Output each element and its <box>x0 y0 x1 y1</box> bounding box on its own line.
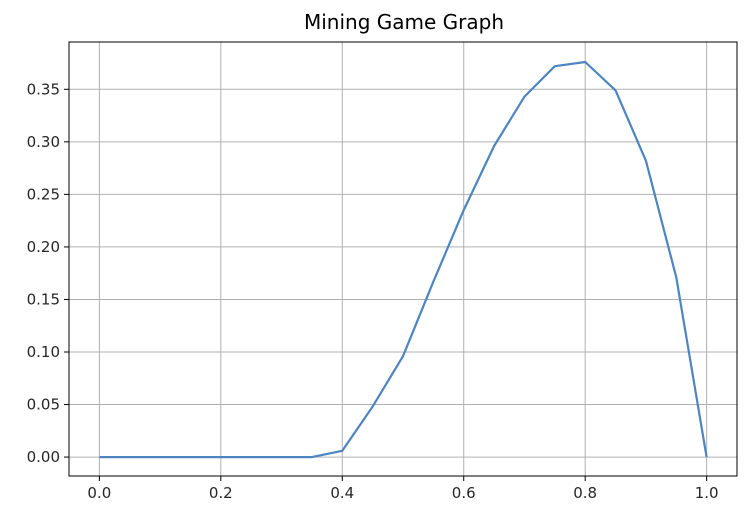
chart-title: Mining Game Graph <box>304 10 504 34</box>
plot-frame <box>68 41 738 477</box>
x-tick-label: 1.0 <box>695 484 719 502</box>
x-axis: 0.0 0.2 0.4 0.6 0.8 1.0 <box>87 476 719 502</box>
series-line <box>99 60 708 459</box>
x-tick-label: 0.2 <box>209 484 233 502</box>
y-tick-label: 0.25 <box>27 185 60 203</box>
y-tick-label: 0.30 <box>27 133 60 151</box>
y-tick-label: 0.20 <box>27 238 60 256</box>
series-layer <box>99 60 708 459</box>
y-axis: 0.00 0.05 0.10 0.15 0.20 0.25 0.30 0.35 <box>27 80 69 466</box>
y-tick-label: 0.35 <box>27 80 60 98</box>
x-tick-label: 0.0 <box>87 484 111 502</box>
y-tick-label: 0.15 <box>27 290 60 308</box>
grid <box>69 42 737 476</box>
x-tick-label: 0.4 <box>330 484 354 502</box>
y-tick-label: 0.05 <box>27 396 60 414</box>
y-tick-label: 0.10 <box>27 343 60 361</box>
x-tick-label: 0.6 <box>452 484 476 502</box>
x-tick-label: 0.8 <box>573 484 597 502</box>
y-tick-label: 0.00 <box>27 448 60 466</box>
